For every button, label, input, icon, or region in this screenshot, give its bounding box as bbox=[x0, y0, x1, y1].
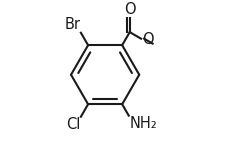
Text: O: O bbox=[123, 2, 135, 17]
Text: Br: Br bbox=[64, 17, 80, 32]
Text: Cl: Cl bbox=[65, 117, 80, 132]
Text: O: O bbox=[141, 32, 153, 47]
Text: NH₂: NH₂ bbox=[129, 116, 156, 131]
